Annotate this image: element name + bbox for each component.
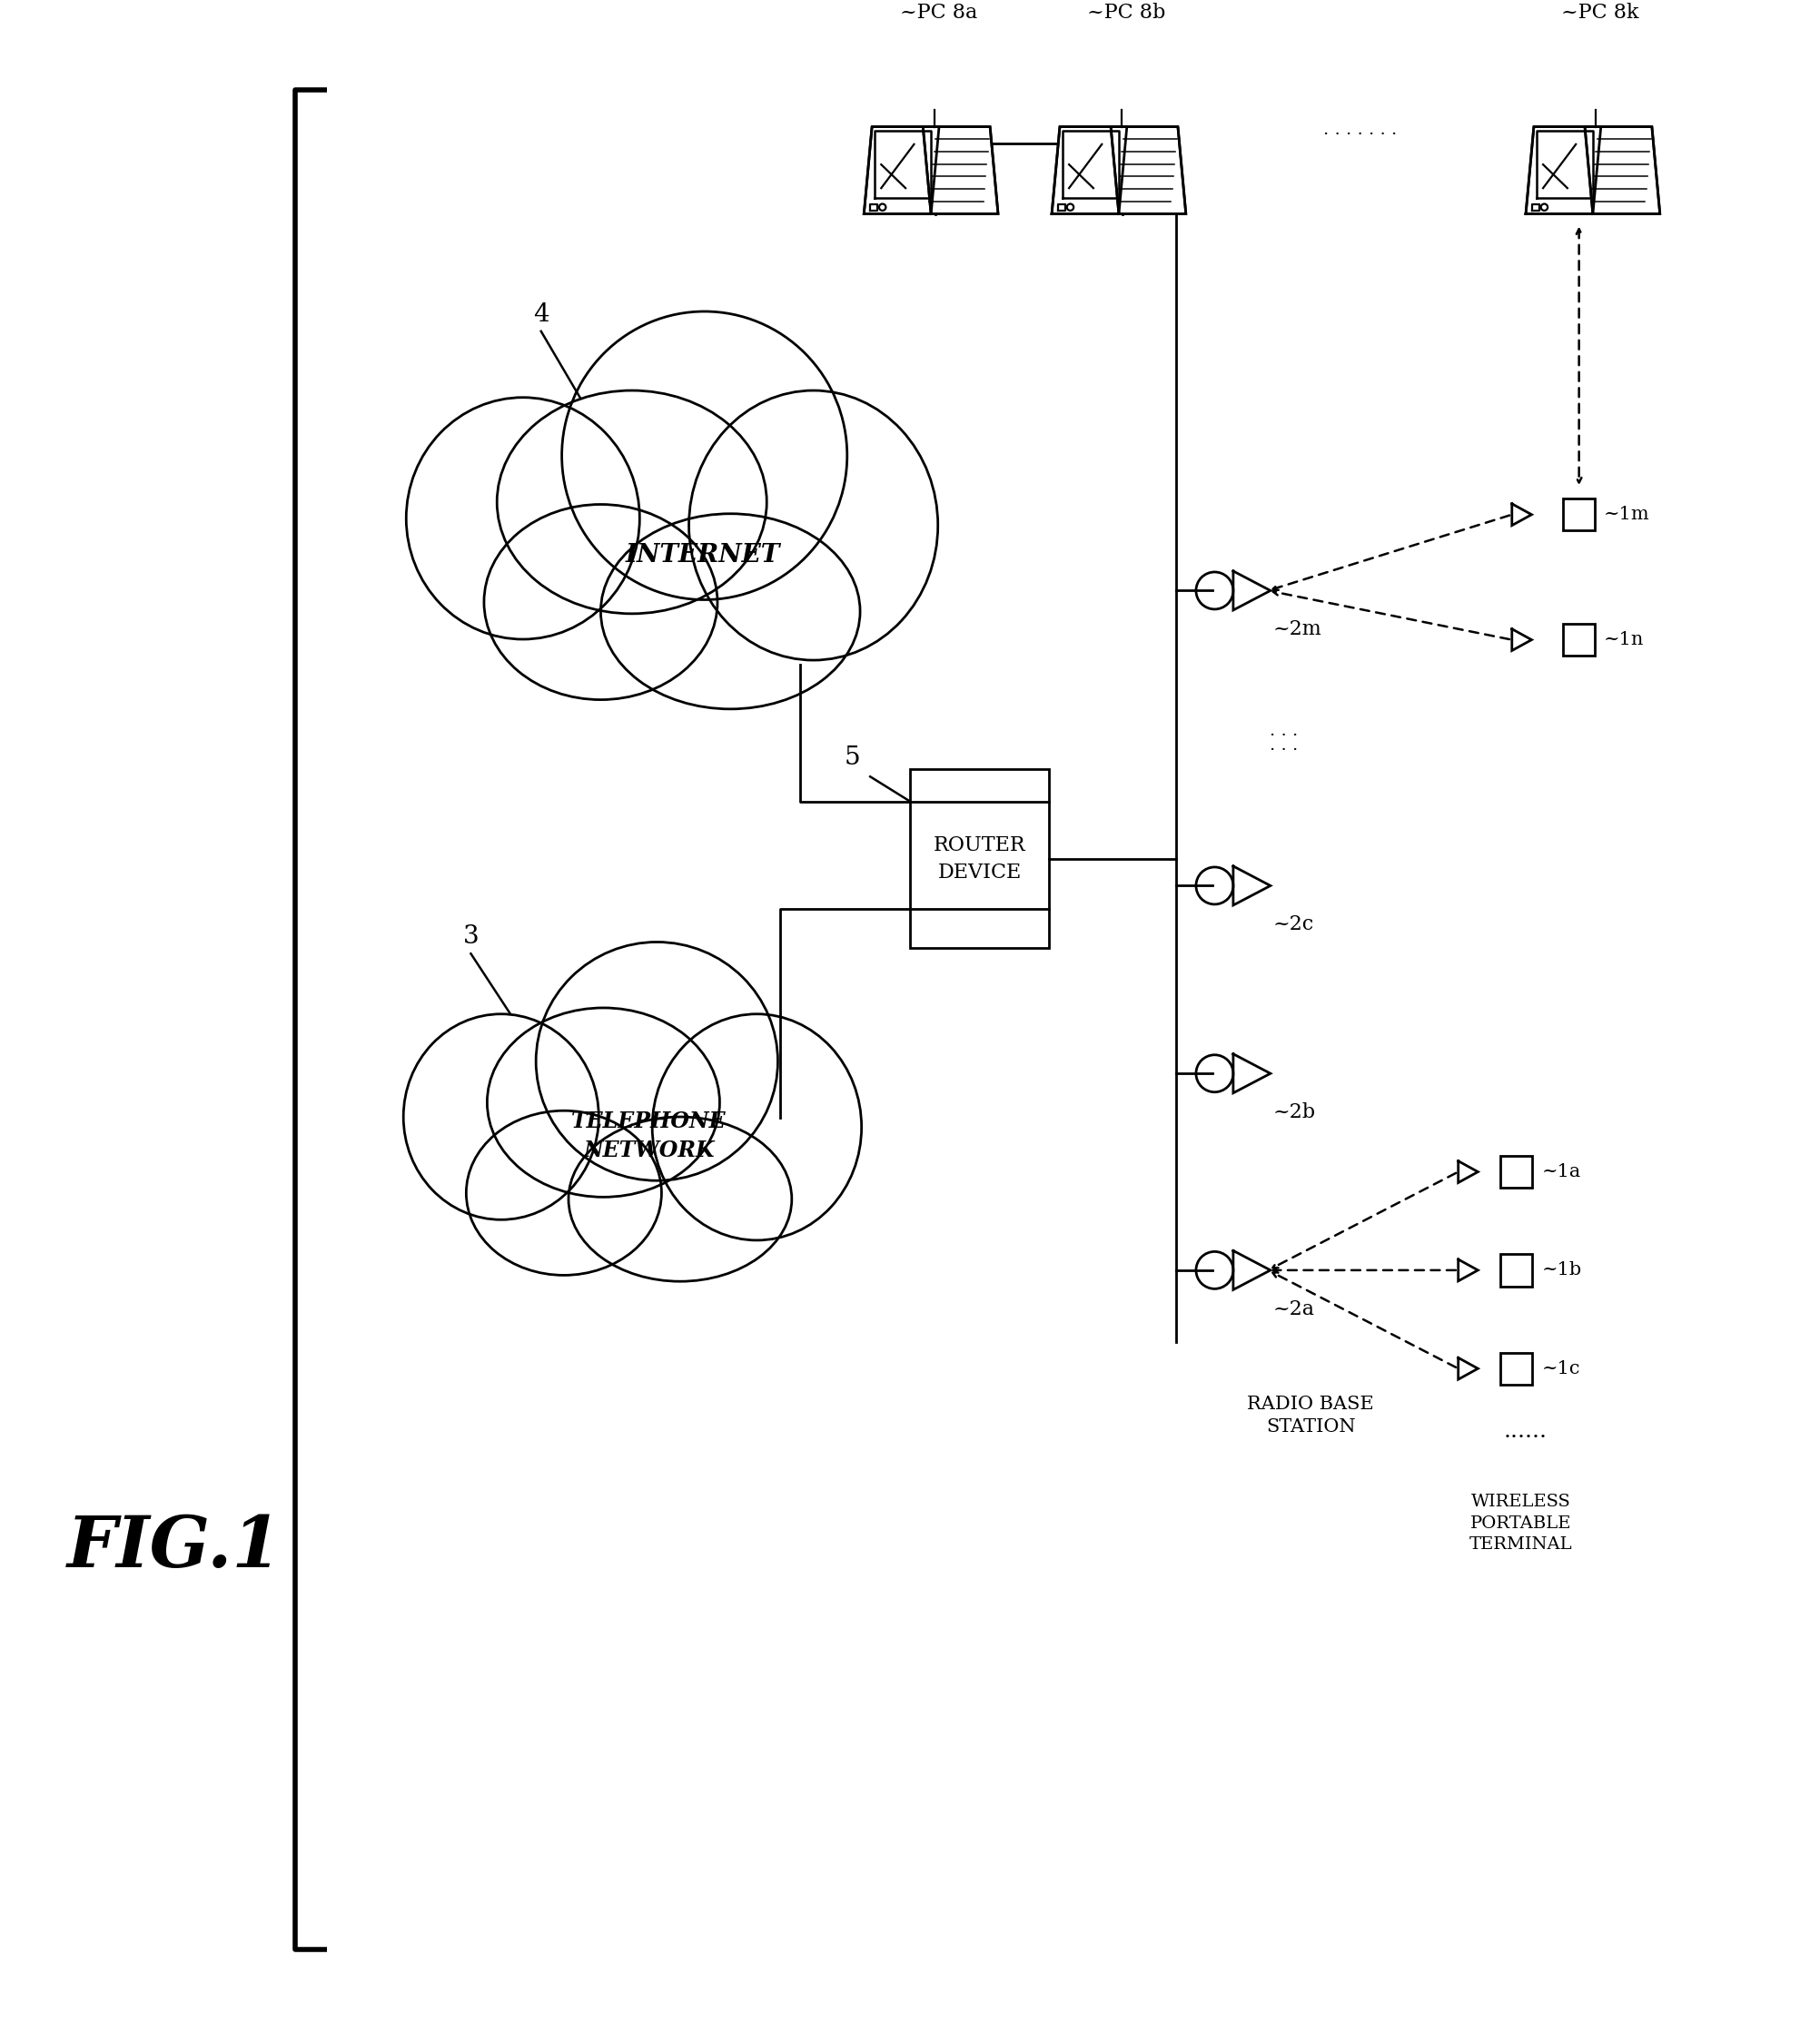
Text: 4: 4 [533,302,550,327]
Text: ~1b: ~1b [1542,1263,1582,1279]
Text: ~1n: ~1n [1603,631,1643,648]
Bar [1500,1254,1532,1287]
Bar [1563,623,1594,656]
Text: ROUTER
DEVICE: ROUTER DEVICE [934,836,1026,883]
Ellipse shape [652,1013,861,1240]
Ellipse shape [404,1013,599,1220]
Ellipse shape [484,505,717,699]
Polygon shape [1585,127,1660,215]
Text: ~PC 8b: ~PC 8b [1087,2,1165,22]
Text: ......: ...... [1503,1420,1547,1442]
Text: RADIO BASE
STATION: RADIO BASE STATION [1247,1395,1374,1436]
Text: . . .
. . .: . . . . . . [1270,723,1298,754]
Text: 5: 5 [844,746,861,770]
Text: 3: 3 [462,925,479,950]
Text: ~1m: ~1m [1603,507,1651,523]
Polygon shape [1052,127,1127,215]
Text: ~2b: ~2b [1272,1103,1316,1122]
Ellipse shape [568,1118,792,1281]
Ellipse shape [690,390,937,660]
Text: FIG.1: FIG.1 [67,1512,282,1581]
Ellipse shape [406,398,639,639]
Text: TELEPHONE
NETWORK: TELEPHONE NETWORK [571,1111,726,1160]
Ellipse shape [466,1111,661,1275]
Ellipse shape [488,1007,719,1197]
Text: ~PC 8a: ~PC 8a [899,2,977,22]
Polygon shape [923,127,997,215]
Bar [1500,1352,1532,1385]
Bar [1500,1156,1532,1187]
Text: . . . . . . .: . . . . . . . [1323,123,1396,139]
Ellipse shape [562,311,846,601]
Ellipse shape [535,942,777,1181]
Ellipse shape [497,390,766,613]
Polygon shape [1525,127,1602,215]
Text: INTERNET: INTERNET [624,543,779,568]
Ellipse shape [601,513,861,709]
Text: ~2c: ~2c [1272,915,1314,934]
Text: ~PC 8k: ~PC 8k [1562,2,1640,22]
Text: ~1a: ~1a [1542,1162,1582,1181]
Text: ~1c: ~1c [1542,1361,1580,1377]
Polygon shape [864,127,939,215]
Text: ~2a: ~2a [1272,1299,1314,1320]
Bar [1563,498,1594,531]
Bar [910,770,1048,948]
Polygon shape [1110,127,1187,215]
Text: WIRELESS
PORTABLE
TERMINAL: WIRELESS PORTABLE TERMINAL [1469,1493,1572,1553]
Text: ~2m: ~2m [1272,619,1321,639]
